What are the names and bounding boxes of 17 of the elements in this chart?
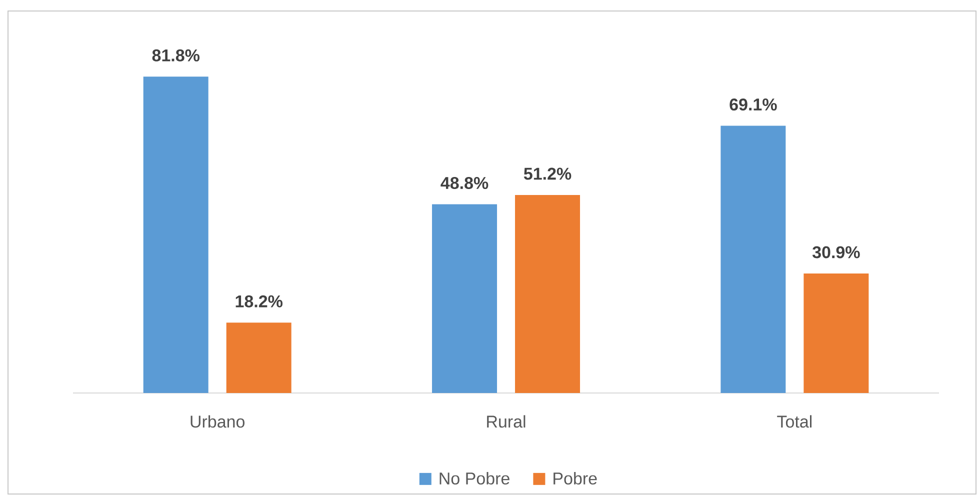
x-tick-label: Total	[777, 415, 812, 428]
legend-label: Pobre	[554, 472, 597, 485]
bar	[432, 204, 498, 393]
data-label: 30.9%	[812, 246, 860, 258]
bar	[804, 273, 869, 393]
bar	[143, 76, 208, 393]
bar	[515, 194, 580, 393]
data-label: 48.8%	[440, 177, 488, 190]
data-label: 51.2%	[524, 168, 572, 180]
x-tick-label: Urbano	[190, 415, 244, 428]
bar	[226, 322, 292, 393]
bar	[720, 126, 786, 393]
legend-label: No Pobre	[440, 472, 510, 485]
data-label: 69.1%	[730, 98, 777, 111]
x-tick-label: Rural	[487, 415, 526, 428]
data-label: 18.2%	[236, 295, 282, 308]
data-label: 81.8%	[152, 49, 200, 62]
